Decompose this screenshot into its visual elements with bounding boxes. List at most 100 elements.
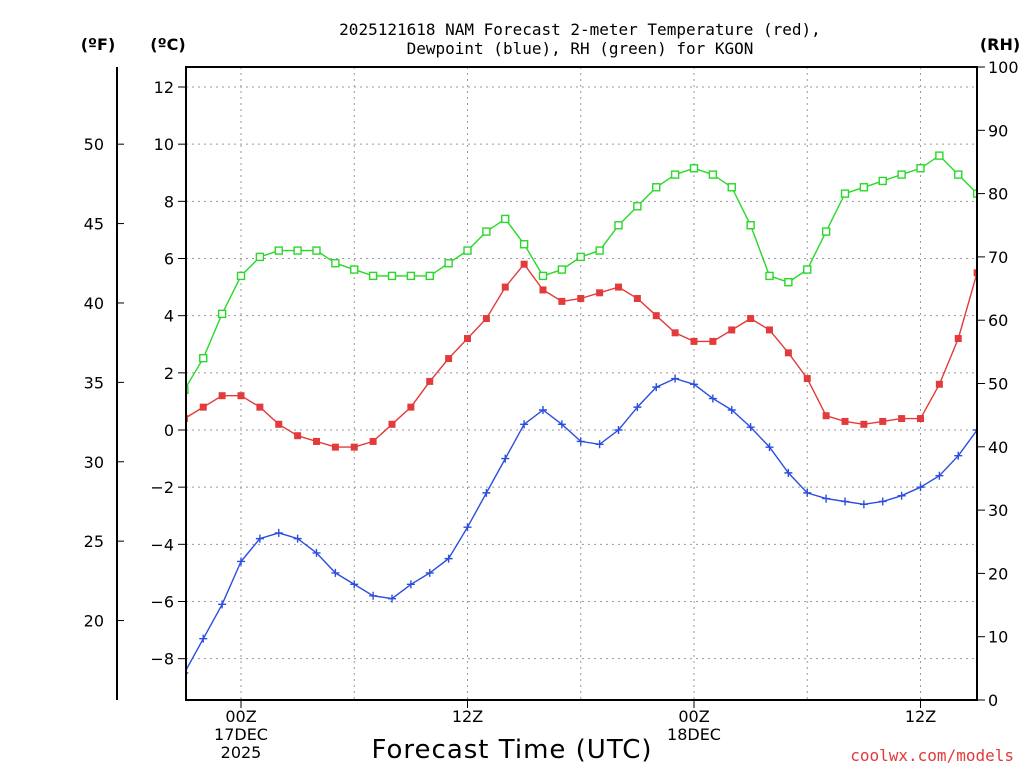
time-tick-label: 12Z [452, 707, 483, 726]
celsius-tick-label: 12 [154, 78, 174, 97]
rh-tick-label: 70 [988, 248, 1008, 267]
dewpoint-point [822, 494, 831, 503]
temperature-point [973, 269, 977, 277]
dewpoint-point [312, 548, 321, 557]
rh-point [576, 252, 585, 262]
rh-point [595, 246, 604, 255]
celsius-tick-label: −6 [150, 593, 174, 612]
temperature-point [633, 295, 641, 303]
dewpoint-point [350, 580, 359, 589]
dewpoint-point [539, 405, 547, 414]
rh-point [293, 246, 302, 255]
celsius-axis: 12 10 8 6 4 2 0 −2 −4 −6 −8 [150, 78, 186, 669]
temperature-point [256, 403, 264, 411]
rh-point [689, 164, 699, 173]
dewpoint-point [444, 554, 453, 563]
rh-tick-label: 40 [988, 438, 1008, 457]
rh-point [897, 170, 906, 179]
rh-point [803, 265, 812, 274]
dewpoint-point [727, 405, 736, 414]
dewpoint-point [897, 491, 906, 500]
temperature-point [822, 412, 830, 420]
celsius-tick-label: 8 [164, 192, 174, 211]
temperature-point [501, 283, 509, 291]
dewpoint-point [935, 471, 944, 480]
temperature-point [313, 437, 320, 445]
rh-point [935, 151, 944, 160]
temperature-point [898, 415, 906, 423]
dewpoint-point [237, 557, 245, 566]
temperature-point [954, 335, 962, 343]
rh-point [463, 246, 472, 255]
dewpoint-point [482, 488, 491, 497]
dewpoint-point [841, 497, 849, 506]
series-line [186, 377, 977, 672]
rh-tick-label: 80 [988, 185, 1008, 204]
dewpoint-point [765, 443, 774, 452]
dewpoint-point [520, 420, 529, 429]
time-tick-label: 00Z [225, 707, 256, 726]
dewpoint-point [501, 454, 510, 463]
temperature-point [369, 437, 377, 445]
dewpoint-point [186, 672, 189, 674]
rh-point [199, 353, 208, 363]
dewpoint-point [388, 594, 396, 603]
temperature-point [407, 403, 415, 411]
dewpoint-point [708, 394, 717, 403]
rh-point [746, 221, 755, 230]
dewpoint-point [690, 380, 698, 389]
dewpoint-point [274, 528, 283, 537]
dewpoint-point [557, 420, 566, 429]
rh-point [614, 221, 623, 230]
rh-unit-label: (RH) [980, 35, 1020, 54]
temperature-point [652, 312, 660, 320]
temperature-point [728, 326, 736, 334]
rh-point [255, 252, 265, 262]
dewpoint-point [652, 383, 661, 392]
dewpoint-point [369, 591, 378, 600]
rh-point [821, 227, 831, 236]
dewpoint-point [406, 580, 415, 589]
rh-point [784, 278, 793, 287]
time-tick-label: 2025 [221, 743, 262, 762]
dewpoint-point [576, 437, 585, 446]
rh-point [633, 202, 642, 211]
series-layer [186, 151, 977, 674]
temperature-point [218, 392, 226, 400]
rh-point [670, 170, 680, 179]
rh-tick-label: 60 [988, 311, 1008, 330]
temperature-point [671, 329, 679, 337]
celsius-tick-label: −8 [150, 650, 174, 669]
temperature-point [199, 403, 207, 411]
series-dewpoint [186, 374, 977, 674]
time-tick-label: 17DEC [214, 725, 268, 744]
time-tick-label: 12Z [905, 707, 936, 726]
source-credit: coolwx.com/models [850, 746, 1014, 765]
temperature-point [690, 337, 698, 345]
dewpoint-point [595, 440, 604, 449]
celsius-tick-label: −4 [150, 535, 174, 554]
temperature-point [766, 326, 773, 334]
rh-point [954, 170, 963, 179]
rh-point [727, 183, 736, 192]
temperature-point [577, 295, 585, 303]
rh-point [557, 265, 567, 274]
dewpoint-point [463, 523, 472, 532]
temperature-point [539, 286, 547, 294]
dewpoint-point [784, 468, 793, 477]
fahrenheit-tick-label: 35 [84, 373, 104, 392]
time-axis: 00Z17DEC202512Z00Z18DEC12Z00Z19DEC12Z00Z… [214, 700, 936, 762]
temperature-point [860, 420, 868, 428]
rh-point [859, 183, 869, 192]
rh-tick-label: 30 [988, 501, 1008, 520]
temperature-point [388, 420, 396, 428]
time-tick-label: 18DEC [667, 725, 721, 744]
temperature-point [784, 349, 792, 357]
series-temperature [186, 260, 977, 451]
time-tick-label: 00Z [678, 707, 709, 726]
dewpoint-point [293, 534, 302, 543]
chart-title-line-1: 2025121618 NAM Forecast 2-meter Temperat… [339, 20, 821, 39]
rh-point [878, 176, 887, 186]
